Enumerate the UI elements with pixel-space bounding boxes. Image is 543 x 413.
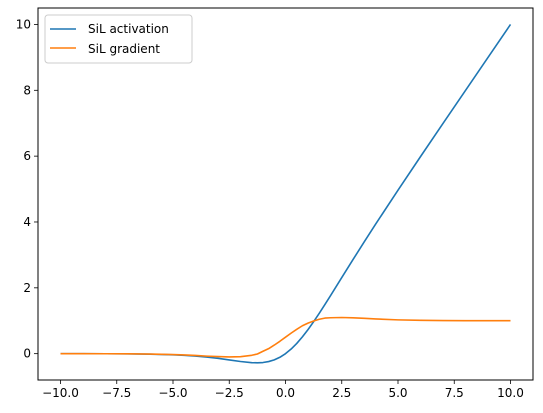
series-line-sil-activation [60,24,512,364]
legend-label-sil-gradient: SiL gradient [88,42,160,56]
y-tick-label: 8 [23,83,31,97]
x-tick-label: 5.0 [388,386,407,400]
legend: SiL activation SiL gradient [44,14,193,64]
axes-frame [37,7,534,381]
y-tick-label: 4 [23,215,31,229]
y-tick-label: 10 [16,17,31,31]
x-tick-label: 2.5 [332,386,351,400]
legend-label-sil-activation: SiL activation [88,22,169,36]
y-tick-label: 2 [23,281,31,295]
x-tick-label: −5.0 [158,386,187,400]
plot-lines [60,24,512,364]
x-tick-label: −10.0 [42,386,79,400]
x-tick-label: 7.5 [445,386,464,400]
y-axis: 0 2 4 6 8 10 [16,17,38,361]
x-tick-label: 0.0 [276,386,295,400]
y-tick-label: 6 [23,149,31,163]
legend-box [44,14,193,64]
series-line-sil-gradient [60,316,511,358]
x-tick-label: 10.0 [497,386,524,400]
x-tick-label: −7.5 [102,386,131,400]
x-tick-label: −2.5 [215,386,244,400]
y-tick-label: 0 [23,347,31,361]
x-axis: −10.0 −7.5 −5.0 −2.5 0.0 2.5 5.0 7.5 10.0 [42,380,524,400]
